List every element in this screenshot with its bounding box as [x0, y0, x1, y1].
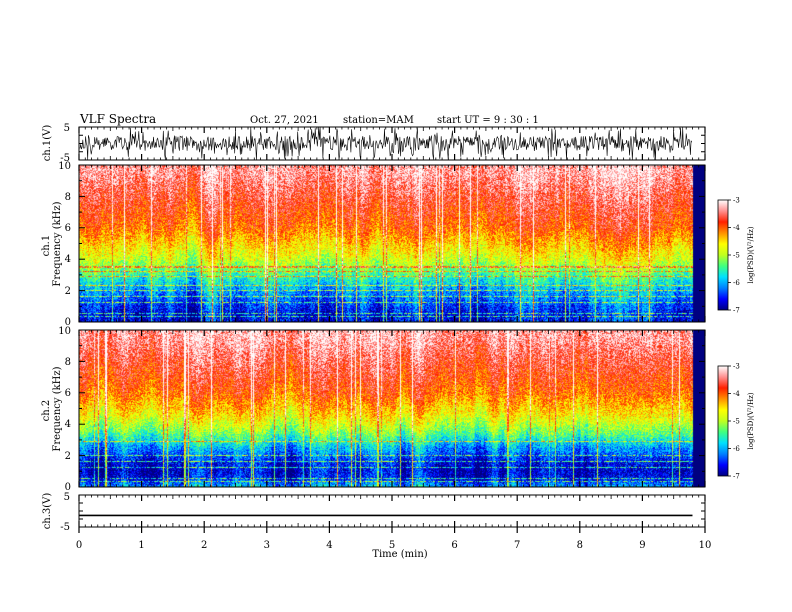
time-tick-label: 7 [514, 540, 520, 551]
time-tick-label: 5 [389, 540, 395, 551]
time-tick-label: 0 [76, 540, 82, 551]
date-label: Oct. 27, 2021 [250, 115, 319, 126]
ch2-ytick-0: 0 [65, 482, 71, 493]
time-tick-label: 6 [451, 540, 457, 551]
ch1-ylabel-line1: ch.1 [41, 235, 52, 257]
ch1-ytick-bottom: -5 [60, 153, 70, 164]
ch1-spectrogram-ylabel: ch.1 Frequency (kHz) [41, 201, 63, 286]
colorbar-tick-label: -3 [733, 197, 740, 205]
ch1-colorbar: -3 -4 -5 -6 -7 log(PSD)(V²/Hz) [717, 197, 755, 315]
ch1-ytick-2: 2 [65, 286, 71, 297]
time-tick-label: 3 [264, 540, 270, 551]
colorbar-tick-label: -4 [733, 390, 740, 398]
ch1-colorbar-ramp [717, 199, 729, 311]
ch2-ylabel-line1: ch.2 [41, 400, 52, 422]
time-tick-label: 1 [138, 540, 144, 551]
figure-title: VLF Spectra [79, 112, 156, 126]
ch1-ytick-0: 0 [65, 317, 71, 328]
time-tick-label: 2 [201, 540, 207, 551]
ch2-ytick-6: 6 [65, 388, 71, 399]
ch3-waveform-ylabel: ch.3(V) [42, 493, 53, 530]
ch1-waveform-polyline [79, 127, 693, 161]
ch1-ylabel-line2: Frequency (kHz) [52, 201, 63, 286]
ch2-spectrogram-image [79, 330, 705, 487]
ch1-waveform-ylabel: ch.1(V) [42, 125, 53, 162]
colorbar-tick-label: -7 [733, 473, 740, 481]
colorbar-tick-label: -3 [733, 363, 740, 371]
ch1-waveform-trace [79, 127, 693, 161]
colorbar-tick-label: -7 [733, 307, 740, 315]
ch1-colorbar-label: log(PSD)(V²/Hz) [747, 226, 755, 283]
ch2-ylabel-line2: Frequency (kHz) [52, 366, 63, 451]
time-axis-label: Time (min) [372, 549, 427, 560]
axis-ticks [78, 126, 706, 533]
ch1-spectrogram-image [79, 165, 705, 322]
colorbar-tick-label: -6 [733, 279, 740, 287]
ch2-colorbar: -3 -4 -5 -6 -7 log(PSD)(V²/Hz) [717, 363, 755, 481]
ch1-ytick-6: 6 [65, 223, 71, 234]
ch1-ytick-top: 5 [64, 123, 70, 134]
time-tick-label: 8 [577, 540, 583, 551]
ch2-ytick-4: 4 [65, 419, 71, 430]
ch3-ytick-bottom: -5 [60, 522, 70, 533]
ch2-ytick-2: 2 [65, 451, 71, 462]
ch2-spectrogram-ylabel: ch.2 Frequency (kHz) [41, 366, 63, 451]
ch2-colorbar-label: log(PSD)(V²/Hz) [747, 392, 755, 449]
colorbar-tick-label: -5 [733, 252, 740, 260]
ch1-spectrogram-panel: 0 2 4 6 8 10 ch.1 Frequency (kHz) [41, 161, 706, 328]
ch1-ytick-10: 10 [58, 161, 71, 172]
time-axis-tick-labels: 0 1 2 3 4 5 6 7 8 9 10 [76, 540, 712, 551]
time-tick-label: 9 [639, 540, 645, 551]
time-tick-label: 4 [326, 540, 332, 551]
ch1-ytick-4: 4 [65, 254, 71, 265]
ch2-colorbar-ticks: -3 -4 -5 -6 -7 [728, 363, 740, 481]
ch2-colorbar-ramp [717, 365, 729, 477]
ch2-ytick-8: 8 [65, 357, 71, 368]
ch1-ytick-8: 8 [65, 192, 71, 203]
time-tick-label: 10 [699, 540, 712, 551]
colorbar-tick-label: -6 [733, 445, 740, 453]
ch3-ytick-top: 5 [64, 492, 70, 503]
station-label: station=MAM [343, 115, 414, 126]
ch1-colorbar-ticks: -3 -4 -5 -6 -7 [728, 197, 740, 315]
ch2-spectrogram-panel: 0 2 4 6 8 10 ch.2 Frequency (kHz) [41, 326, 706, 493]
colorbar-tick-label: -4 [733, 224, 740, 232]
start-time-label: start UT = 9 : 30 : 1 [437, 115, 539, 126]
ch2-ytick-10: 10 [58, 326, 71, 337]
colorbar-tick-label: -5 [733, 418, 740, 426]
